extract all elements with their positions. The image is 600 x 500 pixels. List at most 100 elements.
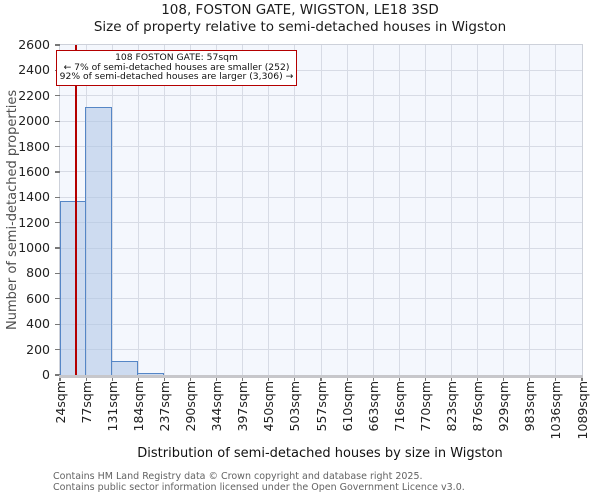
x-tick-label: 503sqm [287,381,303,432]
x-tick-label: 184sqm [130,381,146,432]
x-tick-label: 929sqm [496,381,512,432]
chart-title: 108, FOSTON GATE, WIGSTON, LE18 3SD [161,2,439,18]
y-tick-mark [54,222,60,224]
plot-area [59,44,583,375]
x-gridline [529,45,531,375]
annotation-line-2: ← 7% of semi-detached houses are smaller… [63,61,290,73]
x-gridline [190,45,191,375]
x-axis-label: Distribution of semi-detached houses by … [137,446,503,461]
x-gridline [320,45,322,375]
x-gridline [163,45,165,375]
x-tick-mark [242,376,244,381]
x-gridline [424,45,426,375]
y-tick-mark [54,374,60,376]
annotation-line-1: 108 FOSTON GATE: 57sqm [115,52,238,63]
x-tick-mark [216,376,218,381]
annotation-box: 108 FOSTON GATE: 57sqm ← 7% of semi-deta… [56,50,297,86]
y-tick-mark [54,171,60,173]
x-tick-mark [294,376,296,381]
x-tick-mark [555,376,557,381]
y-tick-mark [54,196,60,198]
y-tick-mark [54,145,60,148]
x-tick-label: 290sqm [183,381,198,432]
y-tick-label: 2400 [18,62,50,78]
x-tick-label: 1089sqm [574,381,590,440]
y-tick-mark [54,120,60,122]
y-tick-label: 800 [26,265,50,281]
y-tick-mark [54,272,60,275]
x-gridline [216,45,218,375]
footer: Contains HM Land Registry data © Crown c… [53,471,465,494]
y-tick-label: 2000 [18,113,50,129]
x-tick-label: 770sqm [417,381,433,432]
x-tick-mark [163,376,165,381]
x-tick-label: 876sqm [470,381,486,432]
x-tick-mark [424,376,426,381]
x-tick-mark [85,376,87,381]
y-tick-mark [54,323,60,325]
histogram-bar [137,373,165,375]
y-tick-mark [54,349,60,351]
x-tick-label: 397sqm [235,381,251,432]
x-tick-mark [398,376,400,381]
y-tick-label: 2600 [18,37,50,52]
x-tick-mark [529,376,531,381]
x-tick-label: 450sqm [261,381,277,432]
chart-subtitle: Size of property relative to semi-detach… [93,19,507,35]
x-tick-label: 77sqm [78,381,94,424]
x-tick-label: 344sqm [209,381,225,432]
x-tick-mark [581,376,583,381]
x-tick-label: 557sqm [313,381,329,432]
y-tick-label: 1400 [18,189,50,205]
x-tick-mark [59,376,61,381]
x-tick-mark [477,376,479,381]
x-tick-mark [137,376,139,381]
x-tick-label: 610sqm [339,381,355,432]
footer-line-1: Contains HM Land Registry data © Crown c… [53,471,423,482]
x-gridline [477,45,479,375]
footer-line-2: Contains public sector information licen… [53,481,465,493]
x-axis-spine [59,375,583,378]
x-tick-mark [346,376,348,381]
x-gridline [294,45,296,375]
x-tick-mark [450,376,453,381]
x-gridline [242,45,244,375]
y-tick-label: 0 [42,367,50,382]
x-tick-mark [372,376,374,381]
x-tick-mark [189,376,192,381]
y-tick-label: 600 [26,290,50,306]
x-tick-mark [111,376,113,381]
y-tick-label: 1000 [18,240,50,256]
x-gridline [372,45,374,375]
y-tick-label: 2200 [18,87,50,103]
x-gridline [111,45,113,375]
x-gridline [137,45,139,375]
histogram-bar [60,201,87,375]
x-gridline [346,45,348,375]
x-tick-label: 716sqm [391,381,407,432]
y-tick-mark [54,247,60,249]
y-tick-label: 1800 [18,138,50,154]
x-tick-label: 1036sqm [548,381,564,440]
histogram-bar [111,361,139,375]
x-tick-mark [503,376,505,381]
x-gridline [451,45,452,375]
y-tick-mark [54,44,60,46]
y-tick-label: 400 [26,316,50,332]
x-tick-label: 663sqm [365,381,381,432]
x-gridline [268,45,270,375]
annotation-line-3: 92% of semi-detached houses are larger (… [59,71,294,82]
y-tick-label: 200 [26,341,50,357]
y-tick-label: 1200 [18,214,50,230]
y-tick-mark [54,95,60,97]
x-gridline [503,45,505,375]
x-tick-label: 237sqm [156,381,172,432]
x-gridline [555,45,557,375]
x-tick-label: 131sqm [104,381,120,432]
y-tick-label: 1600 [18,163,50,179]
x-gridline [398,45,400,375]
x-tick-label: 24sqm [52,381,68,424]
y-tick-mark [54,298,60,300]
x-tick-label: 823sqm [444,381,459,432]
